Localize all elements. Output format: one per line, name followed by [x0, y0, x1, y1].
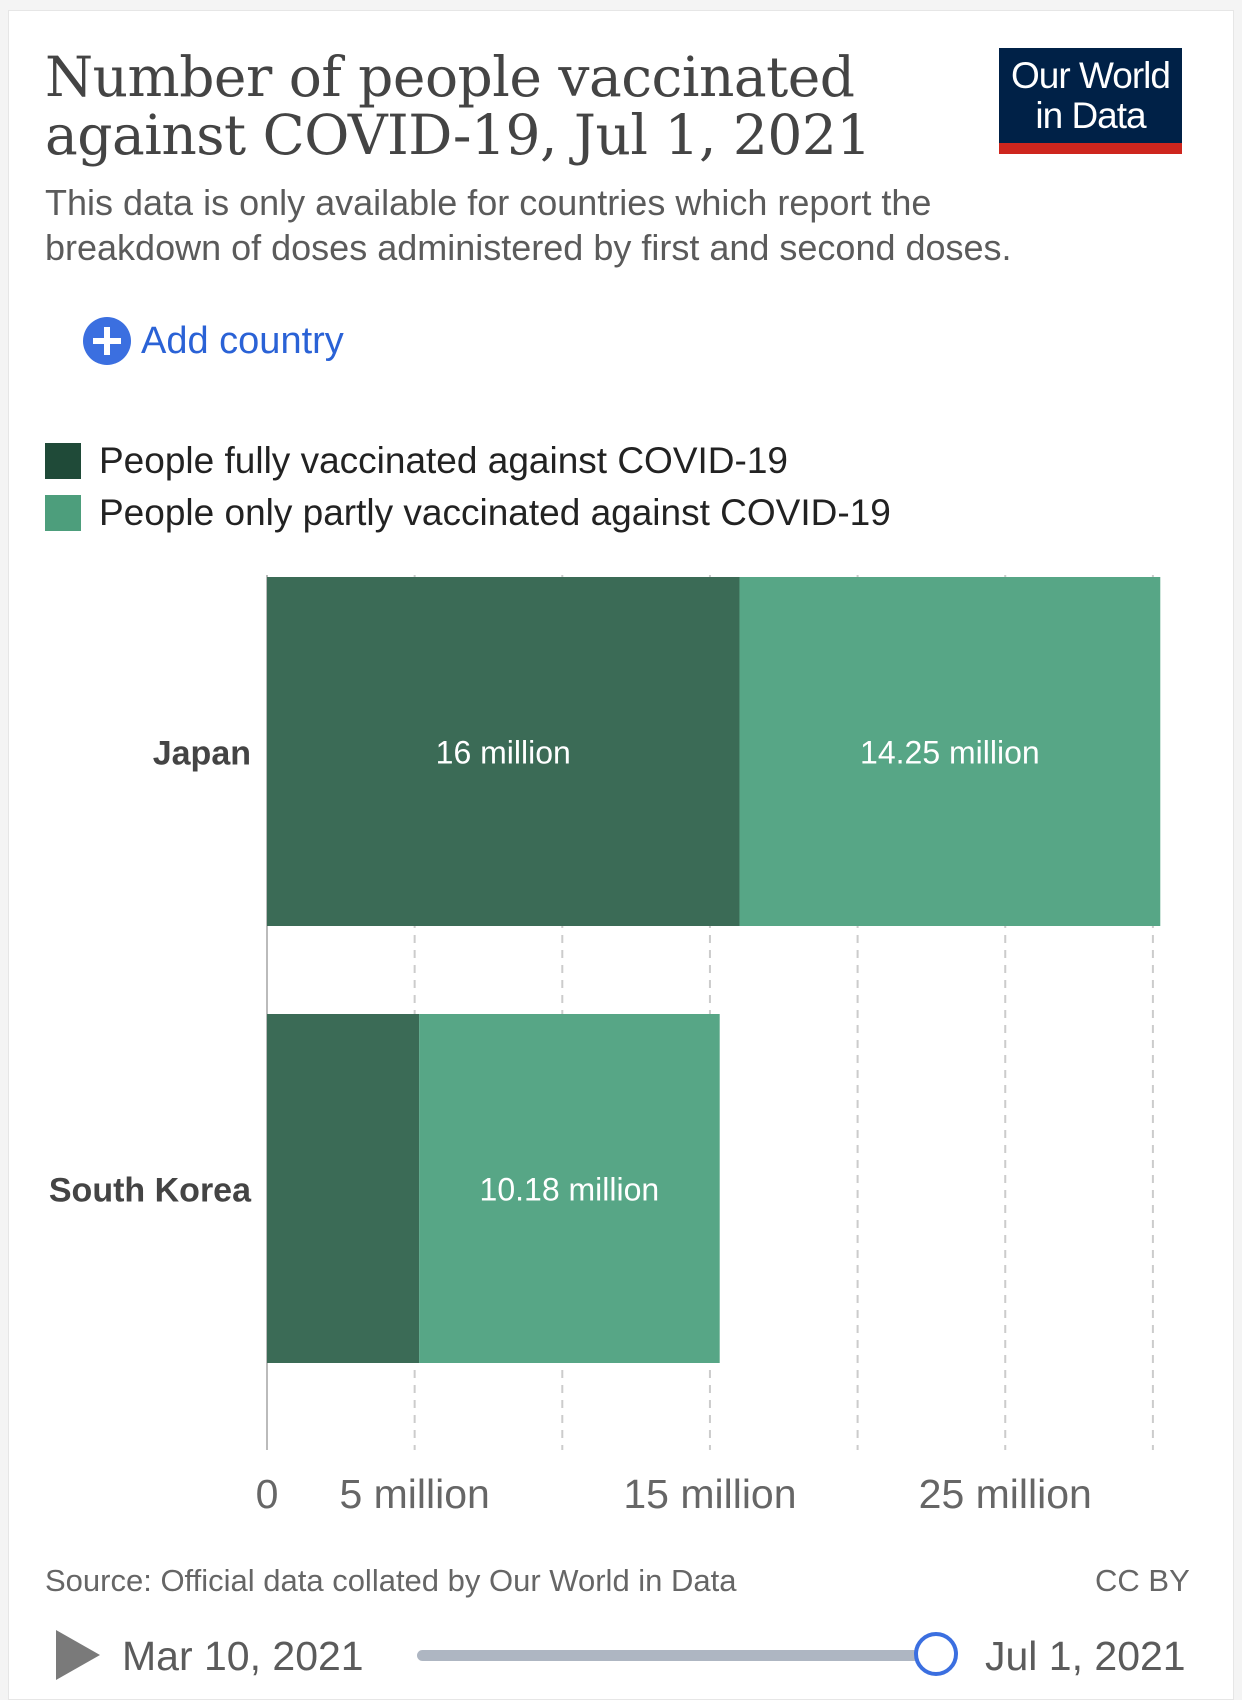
legend-label-partly: People only partly vaccinated against CO… [99, 492, 891, 533]
timeline-slider-track[interactable] [417, 1650, 937, 1661]
x-tick-label: 5 million [339, 1471, 489, 1517]
source-note: Source: Official data collated by Our Wo… [45, 1563, 737, 1598]
legend-label-fully: People fully vaccinated against COVID-19 [99, 440, 788, 481]
legend-swatch-fully [45, 443, 81, 479]
license-link[interactable]: CC BY [1095, 1563, 1190, 1598]
bar-south-korea-series-0 [267, 1014, 420, 1363]
logo-line-1: Our World [1011, 55, 1171, 96]
bar-value-label: 16 million [436, 735, 571, 771]
chart-subtitle: This data is only available for countrie… [45, 182, 1012, 268]
x-tick-label: 15 million [623, 1471, 796, 1517]
category-label: South Korea [49, 1172, 252, 1210]
timeline-end-date: Jul 1, 2021 [985, 1633, 1186, 1679]
logo-line-2: in Data [1035, 95, 1146, 136]
bar-japan-series-0 [267, 577, 740, 926]
timeline-slider-thumb[interactable] [914, 1632, 958, 1676]
chart-title: Number of people vaccinated against COVI… [45, 45, 871, 167]
legend-item-fully-vaccinated[interactable]: People fully vaccinated against COVID-19 [45, 440, 788, 482]
bar-value-label: 14.25 million [860, 735, 1040, 771]
add-country-label: Add country [141, 319, 344, 362]
play-icon[interactable] [56, 1630, 100, 1680]
x-tick-label: 0 [256, 1471, 279, 1517]
legend-swatch-partly [45, 495, 81, 531]
add-country-button[interactable]: Add country [83, 317, 344, 365]
timeline-start-date: Mar 10, 2021 [122, 1633, 364, 1679]
bar-value-label: 10.18 million [480, 1172, 660, 1208]
owid-logo[interactable]: Our World in Data [999, 48, 1182, 154]
logo-red-bar [999, 143, 1182, 154]
legend-item-partly-vaccinated[interactable]: People only partly vaccinated against CO… [45, 492, 891, 534]
bar-japan-series-1 [739, 577, 1161, 926]
category-label: Japan [153, 735, 251, 773]
bar-south-korea-series-1 [419, 1014, 720, 1363]
x-tick-label: 25 million [919, 1471, 1092, 1517]
plus-circle-icon [83, 317, 131, 365]
